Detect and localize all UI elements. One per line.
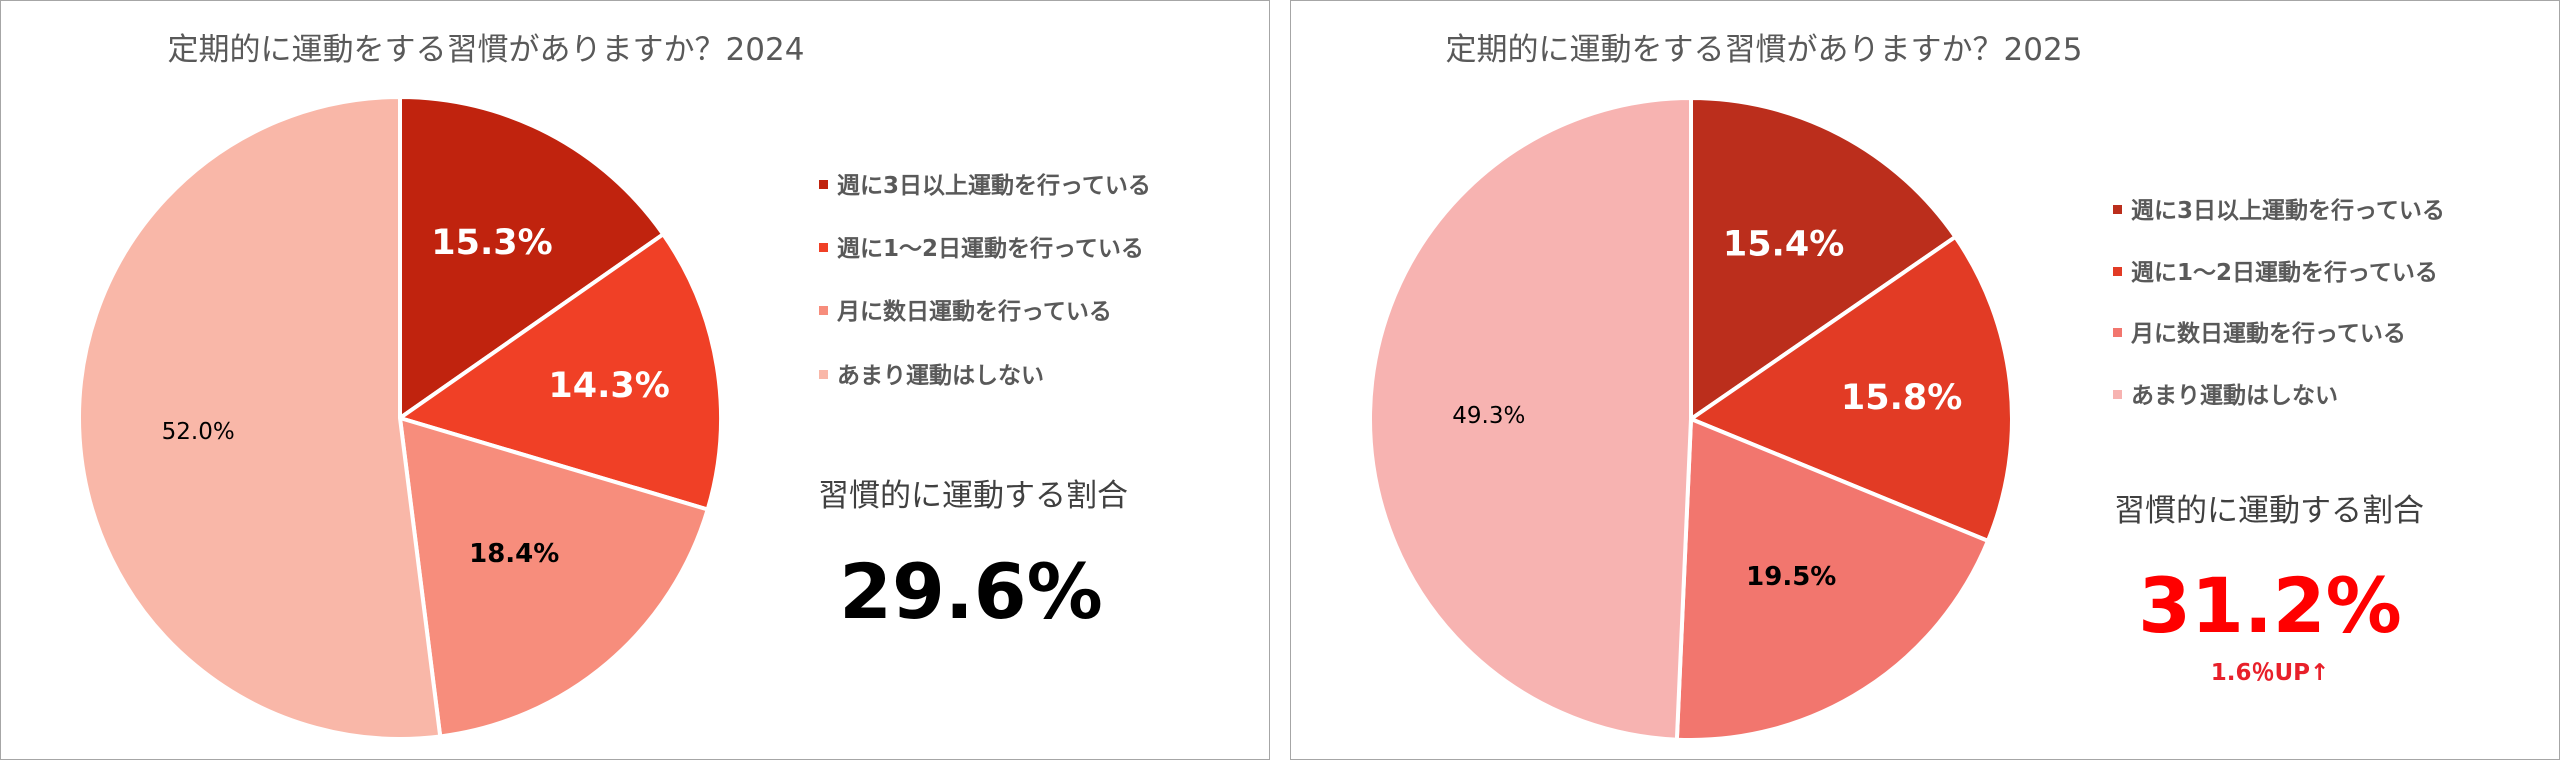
legend: 週に3日以上運動を行っている 週に1～2日運動を行っている 月に数日運動を行って… bbox=[2113, 197, 2445, 409]
legend-label-0: 週に3日以上運動を行っている bbox=[837, 172, 1151, 199]
legend-swatch-3 bbox=[2113, 390, 2122, 399]
pie-slice-0 bbox=[1689, 96, 1958, 421]
summary-label: 習慣的に運動する割合 bbox=[818, 478, 1128, 514]
pie-slice-1 bbox=[1689, 234, 2014, 543]
pie-slices bbox=[1367, 96, 2014, 742]
legend-swatch-2 bbox=[819, 306, 828, 315]
summary-note: 1.6％UP↑ bbox=[2211, 660, 2330, 686]
summary-value: 29.6% bbox=[839, 547, 1103, 636]
chart-panel-2024: 定期的に運動をする習慣がありますか？2024 15.3% 14.3% 18.4% 52… bbox=[0, 0, 1270, 760]
pie-chart-2025: 定期的に運動をする習慣がありますか？2025 15.4% 15.8% 19.5% 49… bbox=[1367, 32, 2445, 742]
legend-label-2: 月に数日運動を行っている bbox=[2130, 320, 2406, 347]
chart-panel-2025: 定期的に運動をする習慣がありますか？2025 15.4% 15.8% 19.5% 49… bbox=[1290, 0, 2560, 760]
pie-slice-label-3: 49.3% bbox=[1452, 403, 1525, 429]
pie-slice-label-0: 15.3% bbox=[431, 223, 552, 263]
summary-value: 31.2% bbox=[2138, 561, 2402, 650]
pie-slice-label-2: 18.4% bbox=[469, 539, 559, 569]
legend-swatch-1 bbox=[2113, 267, 2122, 276]
pie-slice-3 bbox=[77, 95, 443, 741]
pie-chart-2024: 定期的に運動をする習慣がありますか？2024 15.3% 14.3% 18.4% 52… bbox=[77, 32, 1151, 741]
legend-label-1: 週に1～2日運動を行っている bbox=[2131, 259, 2438, 286]
legend-label-0: 週に3日以上運動を行っている bbox=[2131, 197, 2445, 224]
pie-slice-label-1: 15.8% bbox=[1841, 378, 1962, 418]
legend-swatch-2 bbox=[2113, 328, 2122, 337]
pie-slice-label-3: 52.0% bbox=[162, 419, 235, 445]
legend-label-3: あまり運動はしない bbox=[837, 363, 1044, 389]
legend-swatch-3 bbox=[819, 370, 828, 379]
legend-label-2: 月に数日運動を行っている bbox=[836, 298, 1112, 325]
legend: 週に3日以上運動を行っている 週に1～2日運動を行っている 月に数日運動を行って… bbox=[819, 172, 1151, 389]
legend-swatch-0 bbox=[2113, 205, 2122, 214]
pie-slice-label-2: 19.5% bbox=[1746, 562, 1836, 592]
pie-slice-labels: 15.3% 14.3% 18.4% 52.0% bbox=[162, 223, 670, 569]
pie-slice-2 bbox=[398, 416, 710, 739]
legend-label-3: あまり運動はしない bbox=[2131, 383, 2338, 409]
legend-swatch-0 bbox=[819, 180, 828, 189]
pie-slice-label-0: 15.4% bbox=[1723, 224, 1844, 264]
legend-swatch-1 bbox=[819, 243, 828, 252]
chart-title: 定期的に運動をする習慣がありますか？2024 bbox=[168, 32, 805, 68]
pie-slice-2 bbox=[1674, 417, 1990, 742]
pie-slice-3 bbox=[1367, 96, 1693, 742]
legend-label-1: 週に1～2日運動を行っている bbox=[837, 235, 1144, 262]
summary-label: 習慣的に運動する割合 bbox=[2114, 493, 2424, 529]
pie-slice-0 bbox=[398, 95, 666, 420]
pie-slice-labels: 15.4% 15.8% 19.5% 49.3% bbox=[1452, 224, 1962, 592]
pie-slice-label-1: 14.3% bbox=[548, 366, 669, 406]
chart-title: 定期的に運動をする習慣がありますか？2025 bbox=[1446, 32, 2083, 68]
pie-slices bbox=[77, 95, 723, 741]
